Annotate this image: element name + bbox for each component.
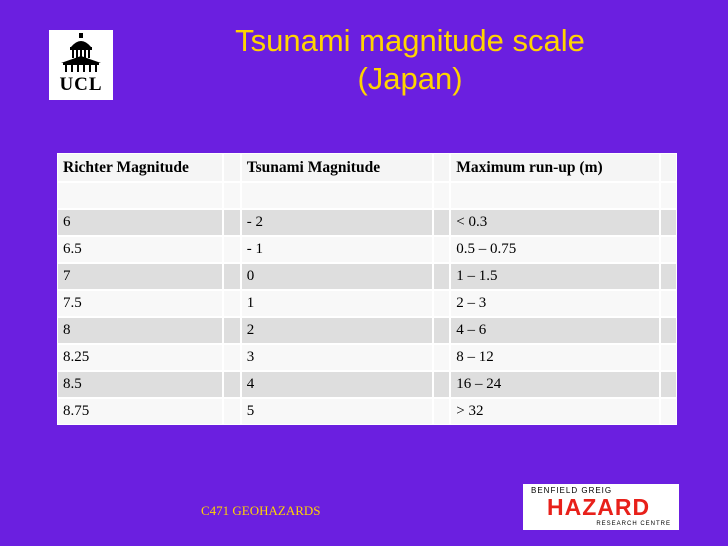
logo-line3: RESEARCH CENTRE: [596, 521, 671, 527]
table-row: 8.75 5 > 32: [57, 398, 677, 425]
footer-course-label: C471 GEOHAZARDS: [201, 503, 321, 518]
cell-richter: [57, 182, 224, 209]
cell-richter: 8.75: [57, 398, 224, 425]
cell-tsunami: [240, 182, 433, 209]
cell-runup: 0.5 – 0.75: [450, 236, 660, 263]
ucl-logo-text: UCL: [59, 74, 103, 95]
table-row: 7 0 1 – 1.5: [57, 263, 677, 290]
cell-richter: 8.5: [57, 371, 224, 398]
cell-runup: 4 – 6: [450, 317, 660, 344]
cell-runup: 2 – 3: [450, 290, 660, 317]
cell-runup: [450, 182, 660, 209]
cell-runup: 8 – 12: [450, 344, 660, 371]
table-row: 7.5 1 2 – 3: [57, 290, 677, 317]
header-runup: Maximum run-up (m): [450, 153, 660, 182]
table-row: 8 2 4 – 6: [57, 317, 677, 344]
cell-richter: 8.25: [57, 344, 224, 371]
logo-line2: HAZARD: [547, 494, 651, 520]
cell-runup: 16 – 24: [450, 371, 660, 398]
benfield-greig-hazard-logo: BENFIELD GREIG HAZARD RESEARCH CENTRE: [523, 484, 679, 530]
cell-tsunami: 0: [240, 263, 433, 290]
cell-tsunami: - 2: [240, 209, 433, 236]
ucl-logo: UCL: [49, 30, 113, 100]
cell-runup: > 32: [450, 398, 660, 425]
ucl-portico-icon: [61, 33, 101, 72]
header-richter: Richter Magnitude: [57, 153, 224, 182]
table-row: [57, 182, 677, 209]
cell-richter: 8: [57, 317, 224, 344]
cell-tsunami: 1: [240, 290, 433, 317]
table-row: 6 - 2 < 0.3: [57, 209, 677, 236]
table-row: 6.5 - 1 0.5 – 0.75: [57, 236, 677, 263]
slide-title-line1: Tsunami magnitude scale: [235, 23, 585, 58]
table-row: 8.25 3 8 – 12: [57, 344, 677, 371]
cell-richter: 6.5: [57, 236, 224, 263]
cell-tsunami: 4: [240, 371, 433, 398]
cell-richter: 7: [57, 263, 224, 290]
cell-tsunami: 5: [240, 398, 433, 425]
cell-tsunami: 2: [240, 317, 433, 344]
header-tsunami: Tsunami Magnitude: [240, 153, 433, 182]
tsunami-table: Richter Magnitude Tsunami Magnitude Maxi…: [57, 153, 677, 425]
cell-tsunami: 3: [240, 344, 433, 371]
table-header-row: Richter Magnitude Tsunami Magnitude Maxi…: [57, 153, 677, 182]
slide-title: Tsunami magnitude scale (Japan): [160, 22, 660, 98]
table-row: 8.5 4 16 – 24: [57, 371, 677, 398]
cell-runup: 1 – 1.5: [450, 263, 660, 290]
logo-line1: BENFIELD GREIG: [531, 486, 613, 495]
cell-richter: 7.5: [57, 290, 224, 317]
cell-tsunami: - 1: [240, 236, 433, 263]
cell-runup: < 0.3: [450, 209, 660, 236]
slide-title-line2: (Japan): [357, 61, 463, 96]
cell-richter: 6: [57, 209, 224, 236]
